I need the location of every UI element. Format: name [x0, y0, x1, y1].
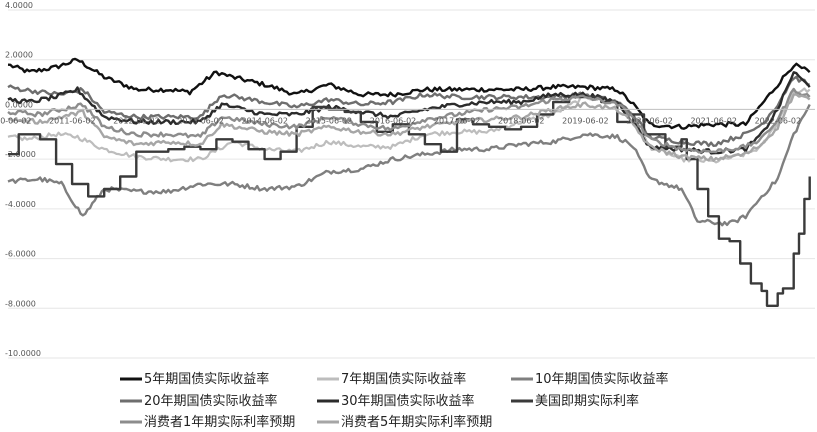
- x-tick-label: 2015-06-02: [306, 116, 353, 125]
- y-tick-label: -8.0000: [5, 299, 36, 308]
- legend-label: 7年期国债实际收益率: [341, 371, 466, 387]
- series-line-2: [7, 87, 811, 164]
- x-tick-label: 2011-06-02: [49, 116, 96, 125]
- y-tick-label: 4.0000: [5, 1, 33, 10]
- legend-label: 30年期国债实际收益率: [341, 393, 475, 409]
- legend-label: 5年期国债实际收益率: [144, 371, 269, 387]
- legend-label: 10年期国债实际收益率: [535, 371, 669, 387]
- x-tick-label: 2012-06-02: [113, 116, 160, 125]
- y-tick-label: -4.0000: [5, 200, 36, 209]
- x-tick-label: 2013-06-02: [177, 116, 224, 125]
- series-line-7: [7, 87, 811, 154]
- x-axis-tick-labels: 2010-06-02 2011-06-02 2012-06-02 2013-06-02…: [0, 116, 801, 125]
- x-tick-label: 2010-06-02: [0, 116, 31, 125]
- x-tick-label: 2014-06-02: [241, 116, 288, 125]
- x-tick-label: 2022-06-02: [755, 116, 802, 125]
- series-line-1: [7, 57, 811, 130]
- legend-label: 消费者5年期实际利率预期: [341, 414, 492, 430]
- legend: 5年期国债实际收益率 7年期国债实际收益率 10年期国债实际收益率 20年期国债实际收…: [120, 371, 669, 430]
- legend-label: 20年期国债实际收益率: [144, 393, 278, 409]
- y-tick-label: 2.0000: [5, 51, 33, 60]
- x-tick-label: 2016-06-02: [370, 116, 417, 125]
- series-lines: [7, 57, 811, 307]
- x-tick-label: 2021-06-02: [690, 116, 737, 125]
- series-line-8: [7, 93, 811, 162]
- y-tick-label: -10.0000: [5, 349, 41, 358]
- x-tick-label: 2018-06-02: [498, 116, 545, 125]
- y-tick-label: 0.0000: [5, 100, 33, 109]
- series-line-3: [7, 103, 811, 227]
- gridlines: [8, 9, 815, 359]
- series-line-4: [7, 75, 810, 148]
- x-tick-label: 2020-06-02: [626, 116, 673, 125]
- x-tick-label: 2019-06-02: [562, 116, 609, 125]
- legend-label: 美国即期实际利率: [535, 393, 639, 409]
- x-tick-label: 2017-06-02: [434, 116, 481, 125]
- series-line-5: [7, 71, 811, 155]
- y-tick-label: -2.0000: [5, 150, 36, 159]
- y-axis-tick-labels: 4.0000 2.0000 0.0000 -2.0000 -4.0000 -6.0000 -…: [5, 1, 41, 358]
- y-tick-label: -6.0000: [5, 250, 36, 259]
- legend-label: 消费者1年期实际利率预期: [144, 414, 295, 430]
